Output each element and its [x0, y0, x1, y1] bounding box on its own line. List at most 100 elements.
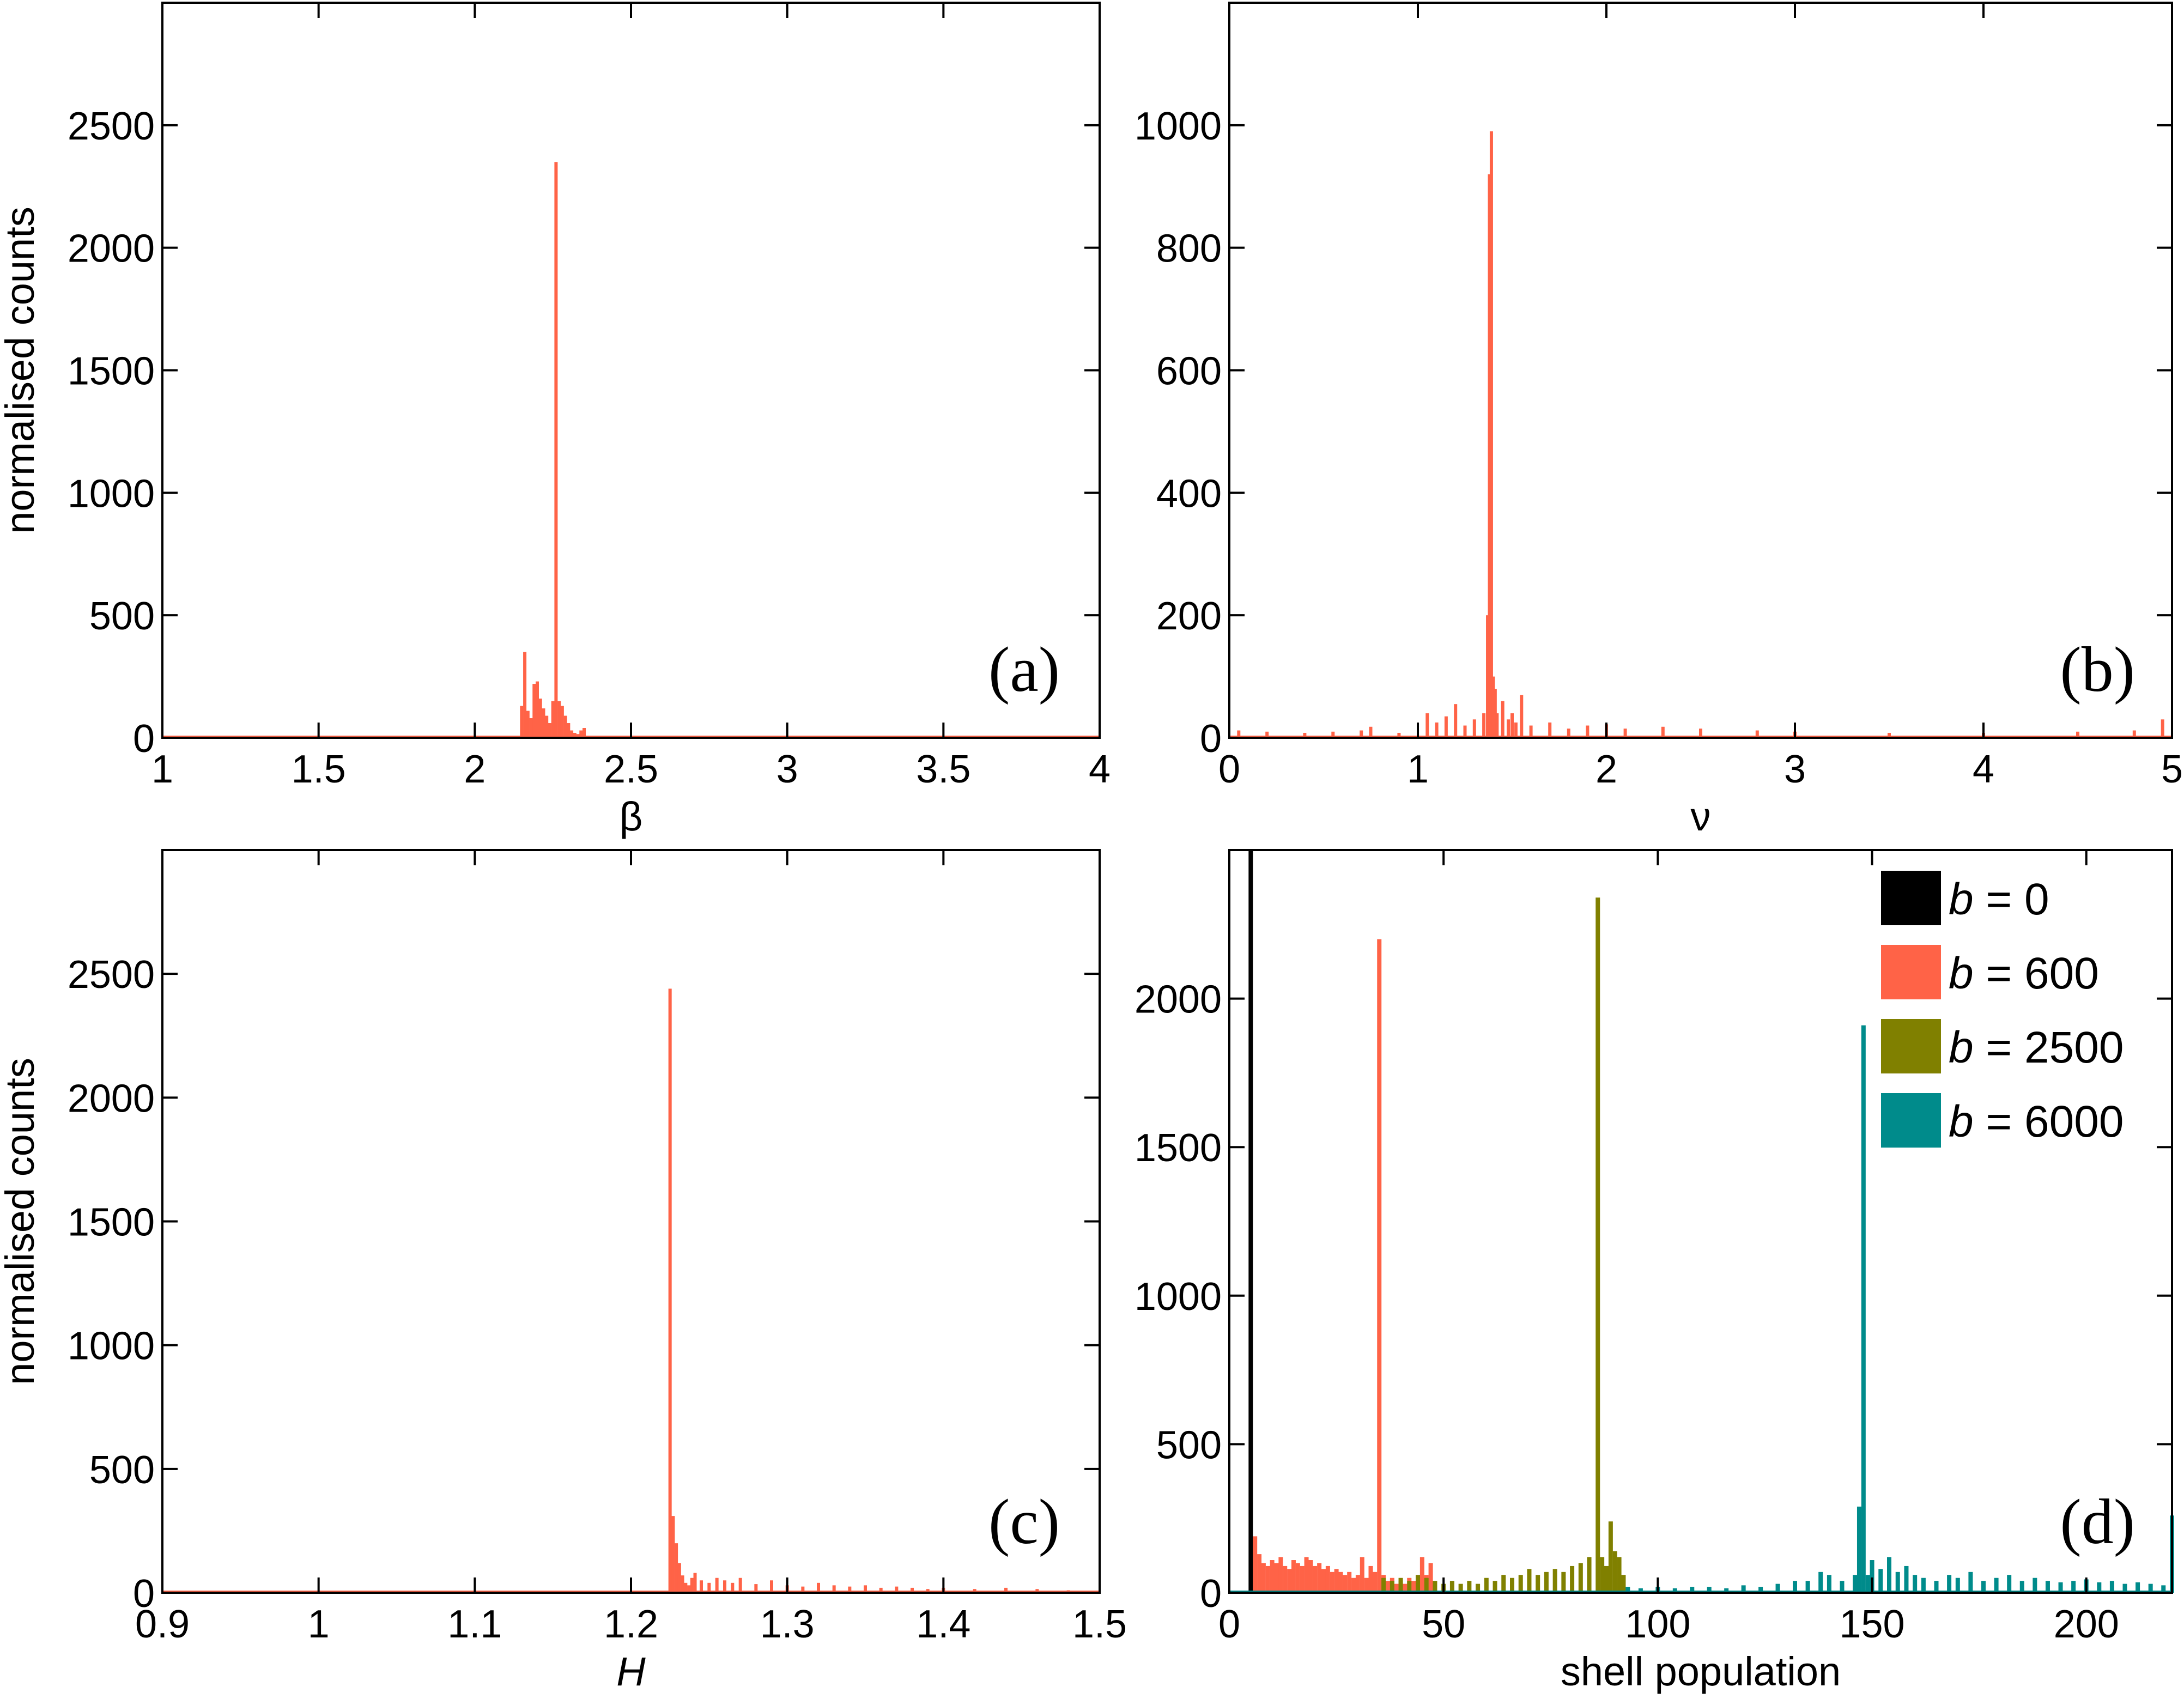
histogram-bar	[563, 715, 567, 738]
x-tick-label: 3	[1784, 748, 1806, 791]
histogram-bar	[2161, 719, 2164, 738]
histogram-bar	[1313, 1565, 1318, 1593]
y-tick-label: 1000	[68, 1325, 155, 1368]
histogram-bar	[583, 728, 586, 738]
histogram-bar	[548, 723, 551, 738]
histogram-bar	[1501, 1575, 1506, 1593]
histogram-bar	[1947, 1575, 1952, 1593]
histogram-bar	[1253, 1536, 1258, 1593]
histogram-bar	[1265, 731, 1269, 738]
y-tick-label: 1500	[68, 1201, 155, 1245]
histogram-bar	[1435, 722, 1439, 738]
histogram-bar	[1463, 725, 1467, 738]
histogram-bar	[1237, 730, 1241, 738]
histogram-bar	[1493, 689, 1497, 738]
axes-frame	[1228, 849, 2173, 1594]
histogram-bar	[832, 1585, 836, 1593]
histogram-bar	[1482, 713, 1486, 738]
histogram-bar	[1724, 1588, 1729, 1593]
histogram-bar	[1507, 719, 1510, 738]
y-tick-label: 0	[1200, 1572, 1222, 1616]
histogram-bar	[1472, 719, 1476, 738]
x-tick-label: 0.9	[135, 1603, 190, 1646]
histogram-bar	[1274, 1563, 1279, 1593]
histogram-bar	[1295, 1563, 1300, 1593]
histogram-bar	[1690, 1587, 1695, 1593]
histogram-bar	[1347, 1571, 1352, 1593]
histogram-bar	[1567, 729, 1570, 738]
histogram-bar	[1758, 1587, 1763, 1593]
histogram-bar	[1304, 1557, 1309, 1593]
y-tick-label: 1000	[1135, 1275, 1222, 1319]
y-tick-label: 0	[133, 717, 155, 761]
histogram-bar	[1904, 1565, 1909, 1593]
histogram-bar	[864, 1585, 867, 1593]
histogram-bar	[1394, 1583, 1399, 1593]
y-tick-label: 2000	[1135, 978, 1222, 1022]
histogram-bar	[1625, 1587, 1630, 1593]
y-tick-label: 1000	[1135, 105, 1222, 148]
histogram-bar	[1755, 730, 1759, 738]
y-axis-label: normalised counts	[0, 207, 43, 534]
y-tick-label: 2000	[68, 1077, 155, 1120]
histogram-bar	[668, 988, 672, 1593]
x-tick-label: 3	[776, 748, 798, 791]
histogram-bar	[536, 681, 539, 738]
legend-entry: b = 600	[1949, 949, 2099, 998]
legend-swatch	[1881, 945, 1941, 999]
x-tick-label: 1	[1407, 748, 1429, 791]
histogram-bar	[1449, 1581, 1454, 1593]
histogram-bar	[911, 1587, 914, 1593]
histogram-bar	[1317, 1563, 1322, 1593]
panel-b: 0 1 2 3 4 5 0 200 400 600 800 1000 ν (b)	[1135, 2, 2183, 839]
histogram-bar	[1621, 1575, 1626, 1593]
x-tick-label: 1	[151, 748, 173, 791]
histogram-bar	[1486, 615, 1490, 738]
histogram-bar	[2109, 1581, 2114, 1593]
histogram-bar	[731, 1582, 735, 1593]
histogram-bar	[1397, 733, 1401, 738]
y-axis-label: normalised counts	[0, 1058, 43, 1385]
x-tick-label: 2	[1595, 748, 1617, 791]
x-axis-label: β	[620, 794, 643, 839]
histogram-bar	[1570, 1565, 1575, 1593]
x-tick-label: 0	[1218, 1603, 1240, 1646]
histogram-bar	[1514, 722, 1518, 738]
histogram-bar	[1840, 1581, 1845, 1593]
y-tick-label: 500	[1156, 1423, 1222, 1467]
histogram-bar	[1454, 704, 1458, 738]
y-tick-label: 0	[133, 1572, 155, 1616]
histogram-bar	[1355, 1575, 1360, 1593]
y-tick-label: 500	[89, 594, 155, 638]
histogram-bar	[1308, 1560, 1313, 1593]
x-tick-label: 4	[1973, 748, 1994, 791]
histogram-bar	[1364, 1577, 1369, 1593]
histogram-bar	[1495, 713, 1499, 738]
histogram-bar	[2122, 1583, 2127, 1593]
histogram-bar	[1360, 730, 1363, 738]
histogram-bar	[715, 1577, 719, 1593]
histogram-bar	[1955, 1577, 1960, 1593]
histogram-bar	[1741, 1585, 1746, 1593]
y-tick-label: 0	[1200, 717, 1222, 761]
histogram-bar	[1287, 1569, 1292, 1593]
histogram-bar	[567, 723, 571, 738]
histogram-bar	[545, 715, 549, 738]
histogram-bar	[1373, 1571, 1378, 1593]
histogram-bar	[1489, 131, 1493, 738]
histogram-bar	[2076, 731, 2079, 738]
histogram-bar	[1368, 1565, 1373, 1593]
x-tick-label: 200	[2054, 1603, 2119, 1646]
histogram-bar	[1895, 1571, 1900, 1593]
histogram-bar	[895, 1586, 899, 1593]
histogram-bar	[677, 1563, 681, 1593]
histogram-bar	[1385, 1581, 1390, 1593]
histogram-bar	[1587, 1557, 1592, 1593]
histogram-bar	[681, 1575, 684, 1593]
y-tick-label: 1500	[1135, 1126, 1222, 1170]
histogram-bar	[2045, 1581, 2050, 1593]
histogram-bar	[1424, 1577, 1429, 1593]
legend-swatch	[1881, 1019, 1941, 1073]
